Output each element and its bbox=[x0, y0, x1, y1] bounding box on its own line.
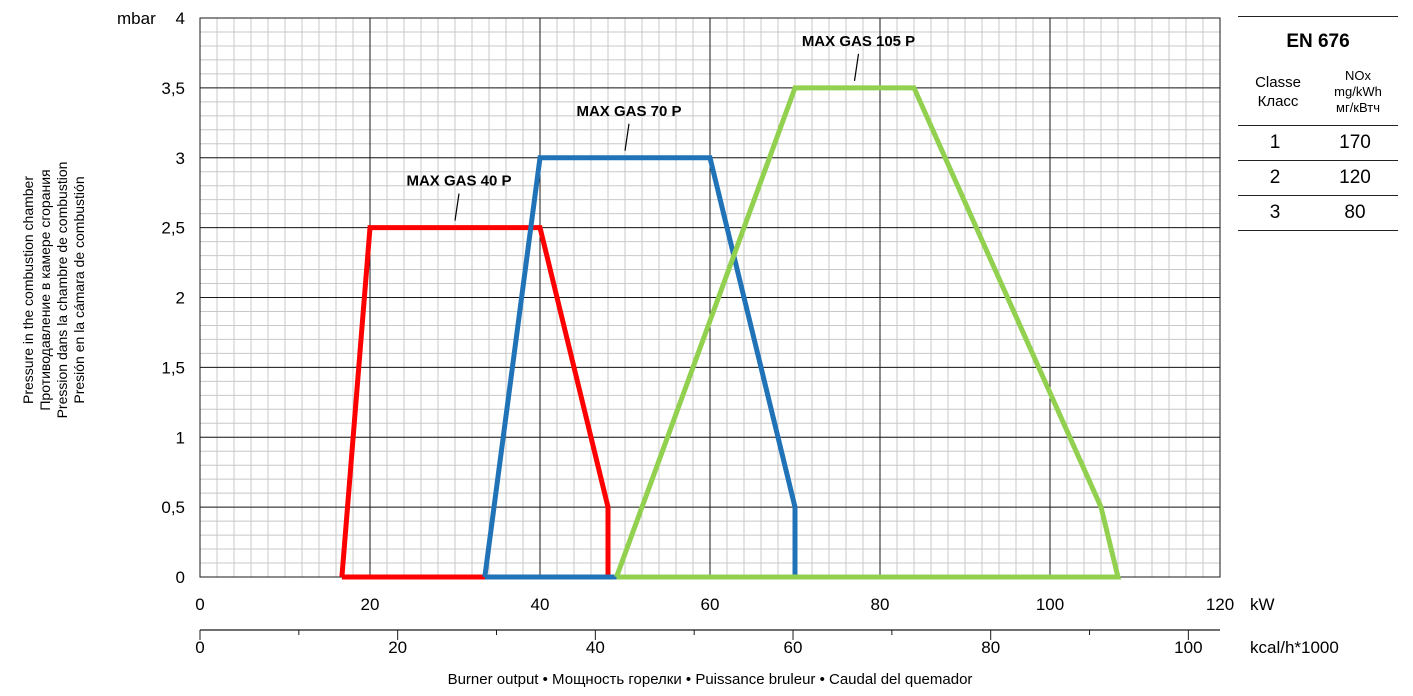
secondary-tick-label: 0 bbox=[195, 638, 204, 657]
series-layer bbox=[339, 85, 1122, 580]
y-tick-label: 3 bbox=[176, 149, 185, 168]
y-tick-label: 3,5 bbox=[161, 79, 185, 98]
y-tick-label: 1 bbox=[176, 428, 185, 447]
x-unit-label: kW bbox=[1250, 595, 1275, 614]
y-tick-label: 4 bbox=[176, 9, 185, 28]
secondary-tick-label: 80 bbox=[981, 638, 1000, 657]
series-label: MAX GAS 105 P bbox=[802, 33, 915, 50]
x-tick-label: 40 bbox=[531, 595, 550, 614]
y-axis-label: Pressure in the combustion chamber Проти… bbox=[4, 80, 104, 500]
y-axis-label-fr: Pression dans la chambre de combustion bbox=[54, 161, 70, 419]
y-axis-label-en: Pressure in the combustion chamber bbox=[20, 176, 36, 404]
secondary-unit-label: kcal/h*1000 bbox=[1250, 638, 1339, 657]
class-value: 3 bbox=[1269, 202, 1281, 223]
en676-row: 2 120 bbox=[1238, 160, 1398, 195]
y-tick-label: 0,5 bbox=[161, 498, 185, 517]
nox-header-unit-ru: мг/кВтч bbox=[1336, 100, 1380, 115]
class-header-ru: Класс bbox=[1257, 93, 1299, 110]
en676-row: 1 170 bbox=[1238, 125, 1398, 160]
en676-title: EN 676 bbox=[1238, 16, 1398, 59]
y-tick-label: 2,5 bbox=[161, 219, 185, 238]
nox-value: 170 bbox=[1339, 132, 1371, 153]
label-layer: MAX GAS 40 P MAX GAS 70 P MAX GAS 105 P bbox=[406, 33, 915, 221]
series-label-leader bbox=[853, 53, 860, 81]
nox-value: 120 bbox=[1339, 167, 1371, 188]
x-tick-label: 20 bbox=[361, 595, 380, 614]
class-header-fr: Classe bbox=[1255, 74, 1301, 91]
en676-table: EN 676 Classe Класс NOx mg/kWh мг/кВтч 1… bbox=[1238, 16, 1398, 231]
series-label-leader bbox=[454, 193, 460, 221]
x-tick-label: 80 bbox=[871, 595, 890, 614]
secondary-tick-label: 40 bbox=[586, 638, 605, 657]
nox-header: NOx mg/kWh мг/кВтч bbox=[1318, 59, 1398, 125]
y-unit-label: mbar bbox=[117, 9, 156, 28]
en676-header: Classe Класс NOx mg/kWh мг/кВтч bbox=[1238, 59, 1398, 125]
en676-row: 3 80 bbox=[1238, 195, 1398, 231]
x-axis-label: Burner output • Мощность горелки • Puiss… bbox=[447, 671, 973, 688]
series-line bbox=[339, 225, 611, 580]
x-tick-label: 100 bbox=[1036, 595, 1064, 614]
series-label: MAX GAS 40 P bbox=[406, 173, 511, 190]
class-value: 1 bbox=[1269, 132, 1281, 153]
x-tick-label: 60 bbox=[701, 595, 720, 614]
series-label-leader bbox=[624, 123, 630, 151]
y-tick-label: 1,5 bbox=[161, 358, 185, 377]
secondary-tick-label: 100 bbox=[1174, 638, 1202, 657]
class-header: Classe Класс bbox=[1238, 59, 1318, 125]
secondary-tick-label: 60 bbox=[784, 638, 803, 657]
y-tick-label: 2 bbox=[176, 289, 185, 308]
nox-value: 80 bbox=[1344, 202, 1366, 223]
y-axis-label-es: Presión en la cámara de combustión bbox=[71, 176, 87, 404]
series-label: MAX GAS 70 P bbox=[576, 103, 681, 120]
x-tick-label: 120 bbox=[1206, 595, 1234, 614]
secondary-tick-label: 20 bbox=[388, 638, 407, 657]
y-tick-label: 0 bbox=[176, 568, 185, 587]
nox-header-label: NOx bbox=[1345, 68, 1371, 83]
series-line bbox=[614, 85, 1122, 580]
y-axis-label-ru: Противодавление в камере сгорания bbox=[37, 169, 53, 411]
x-tick-label: 0 bbox=[195, 595, 204, 614]
nox-header-unit-en: mg/kWh bbox=[1334, 84, 1382, 99]
class-value: 2 bbox=[1269, 167, 1281, 188]
